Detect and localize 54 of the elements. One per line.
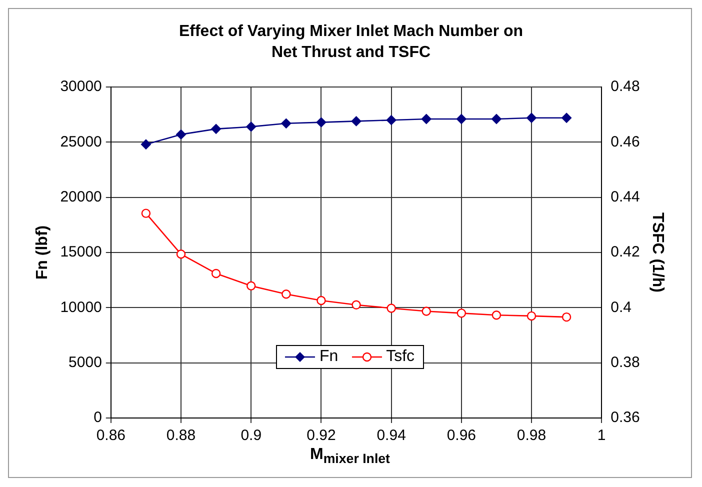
- point: [246, 122, 256, 132]
- y-tick-label: 15000: [60, 244, 102, 261]
- point: [211, 268, 221, 278]
- y2-axis-title: TSFC (1/h): [648, 212, 666, 292]
- y-tick-label: 20000: [60, 188, 102, 206]
- x-tick-label: 0.92: [306, 427, 336, 444]
- point: [526, 311, 536, 321]
- x-tick-label: 0.94: [376, 427, 406, 444]
- y2-tick-label: 0.48: [610, 78, 640, 96]
- y2-tick-label: 0.36: [610, 409, 640, 426]
- point: [176, 250, 186, 259]
- point: [491, 114, 502, 124]
- point: [422, 306, 431, 316]
- point: [351, 116, 362, 126]
- point: [141, 208, 151, 218]
- point: [562, 112, 572, 123]
- point: [526, 112, 537, 123]
- point: [386, 115, 396, 126]
- x-tick-label: 0.86: [96, 427, 126, 444]
- y-tick-label: 25000: [60, 133, 102, 150]
- point: [246, 281, 256, 290]
- x-tick-label: 0.96: [446, 427, 476, 444]
- y-tick-label: 10000: [60, 298, 102, 316]
- point: [176, 129, 186, 140]
- point: [316, 296, 326, 306]
- y2-tick-label: 0.42: [610, 244, 640, 261]
- x-tick-label: 0.88: [166, 427, 196, 444]
- y2-tick-label: 0.44: [610, 188, 640, 206]
- point: [211, 124, 222, 134]
- point: [492, 310, 502, 320]
- x-axis-title: M$_{mixer Inlet}$: [309, 446, 391, 466]
- x-tick-label: 1: [597, 427, 606, 444]
- point: [562, 312, 572, 322]
- x-tick-label: 0.9: [240, 427, 262, 444]
- point: [140, 139, 151, 150]
- y2-tick-label: 0.4: [610, 298, 632, 316]
- point: [456, 114, 466, 124]
- y-tick-label: 0: [94, 409, 102, 426]
- legend-label: Fn: [319, 348, 338, 366]
- point: [386, 304, 396, 313]
- y2-tick-label: 0.38: [610, 354, 640, 371]
- point: [281, 118, 292, 128]
- x-tick-label: 0.98: [516, 427, 546, 444]
- point: [316, 117, 326, 128]
- chart-title: Effect of Varying Mixer Inlet Mach Number on Net Thrust and TSFC: [178, 22, 524, 63]
- y2-tick-label: 0.46: [610, 133, 640, 150]
- y-tick-label: 5000: [68, 354, 102, 371]
- point: [282, 290, 291, 299]
- point: [421, 114, 432, 124]
- y-tick-label: 30000: [60, 78, 102, 96]
- point: [352, 300, 361, 310]
- legend-label: Tsfc: [386, 348, 415, 366]
- point: [456, 308, 466, 318]
- y-axis-title: Fn (lbf): [34, 225, 52, 280]
